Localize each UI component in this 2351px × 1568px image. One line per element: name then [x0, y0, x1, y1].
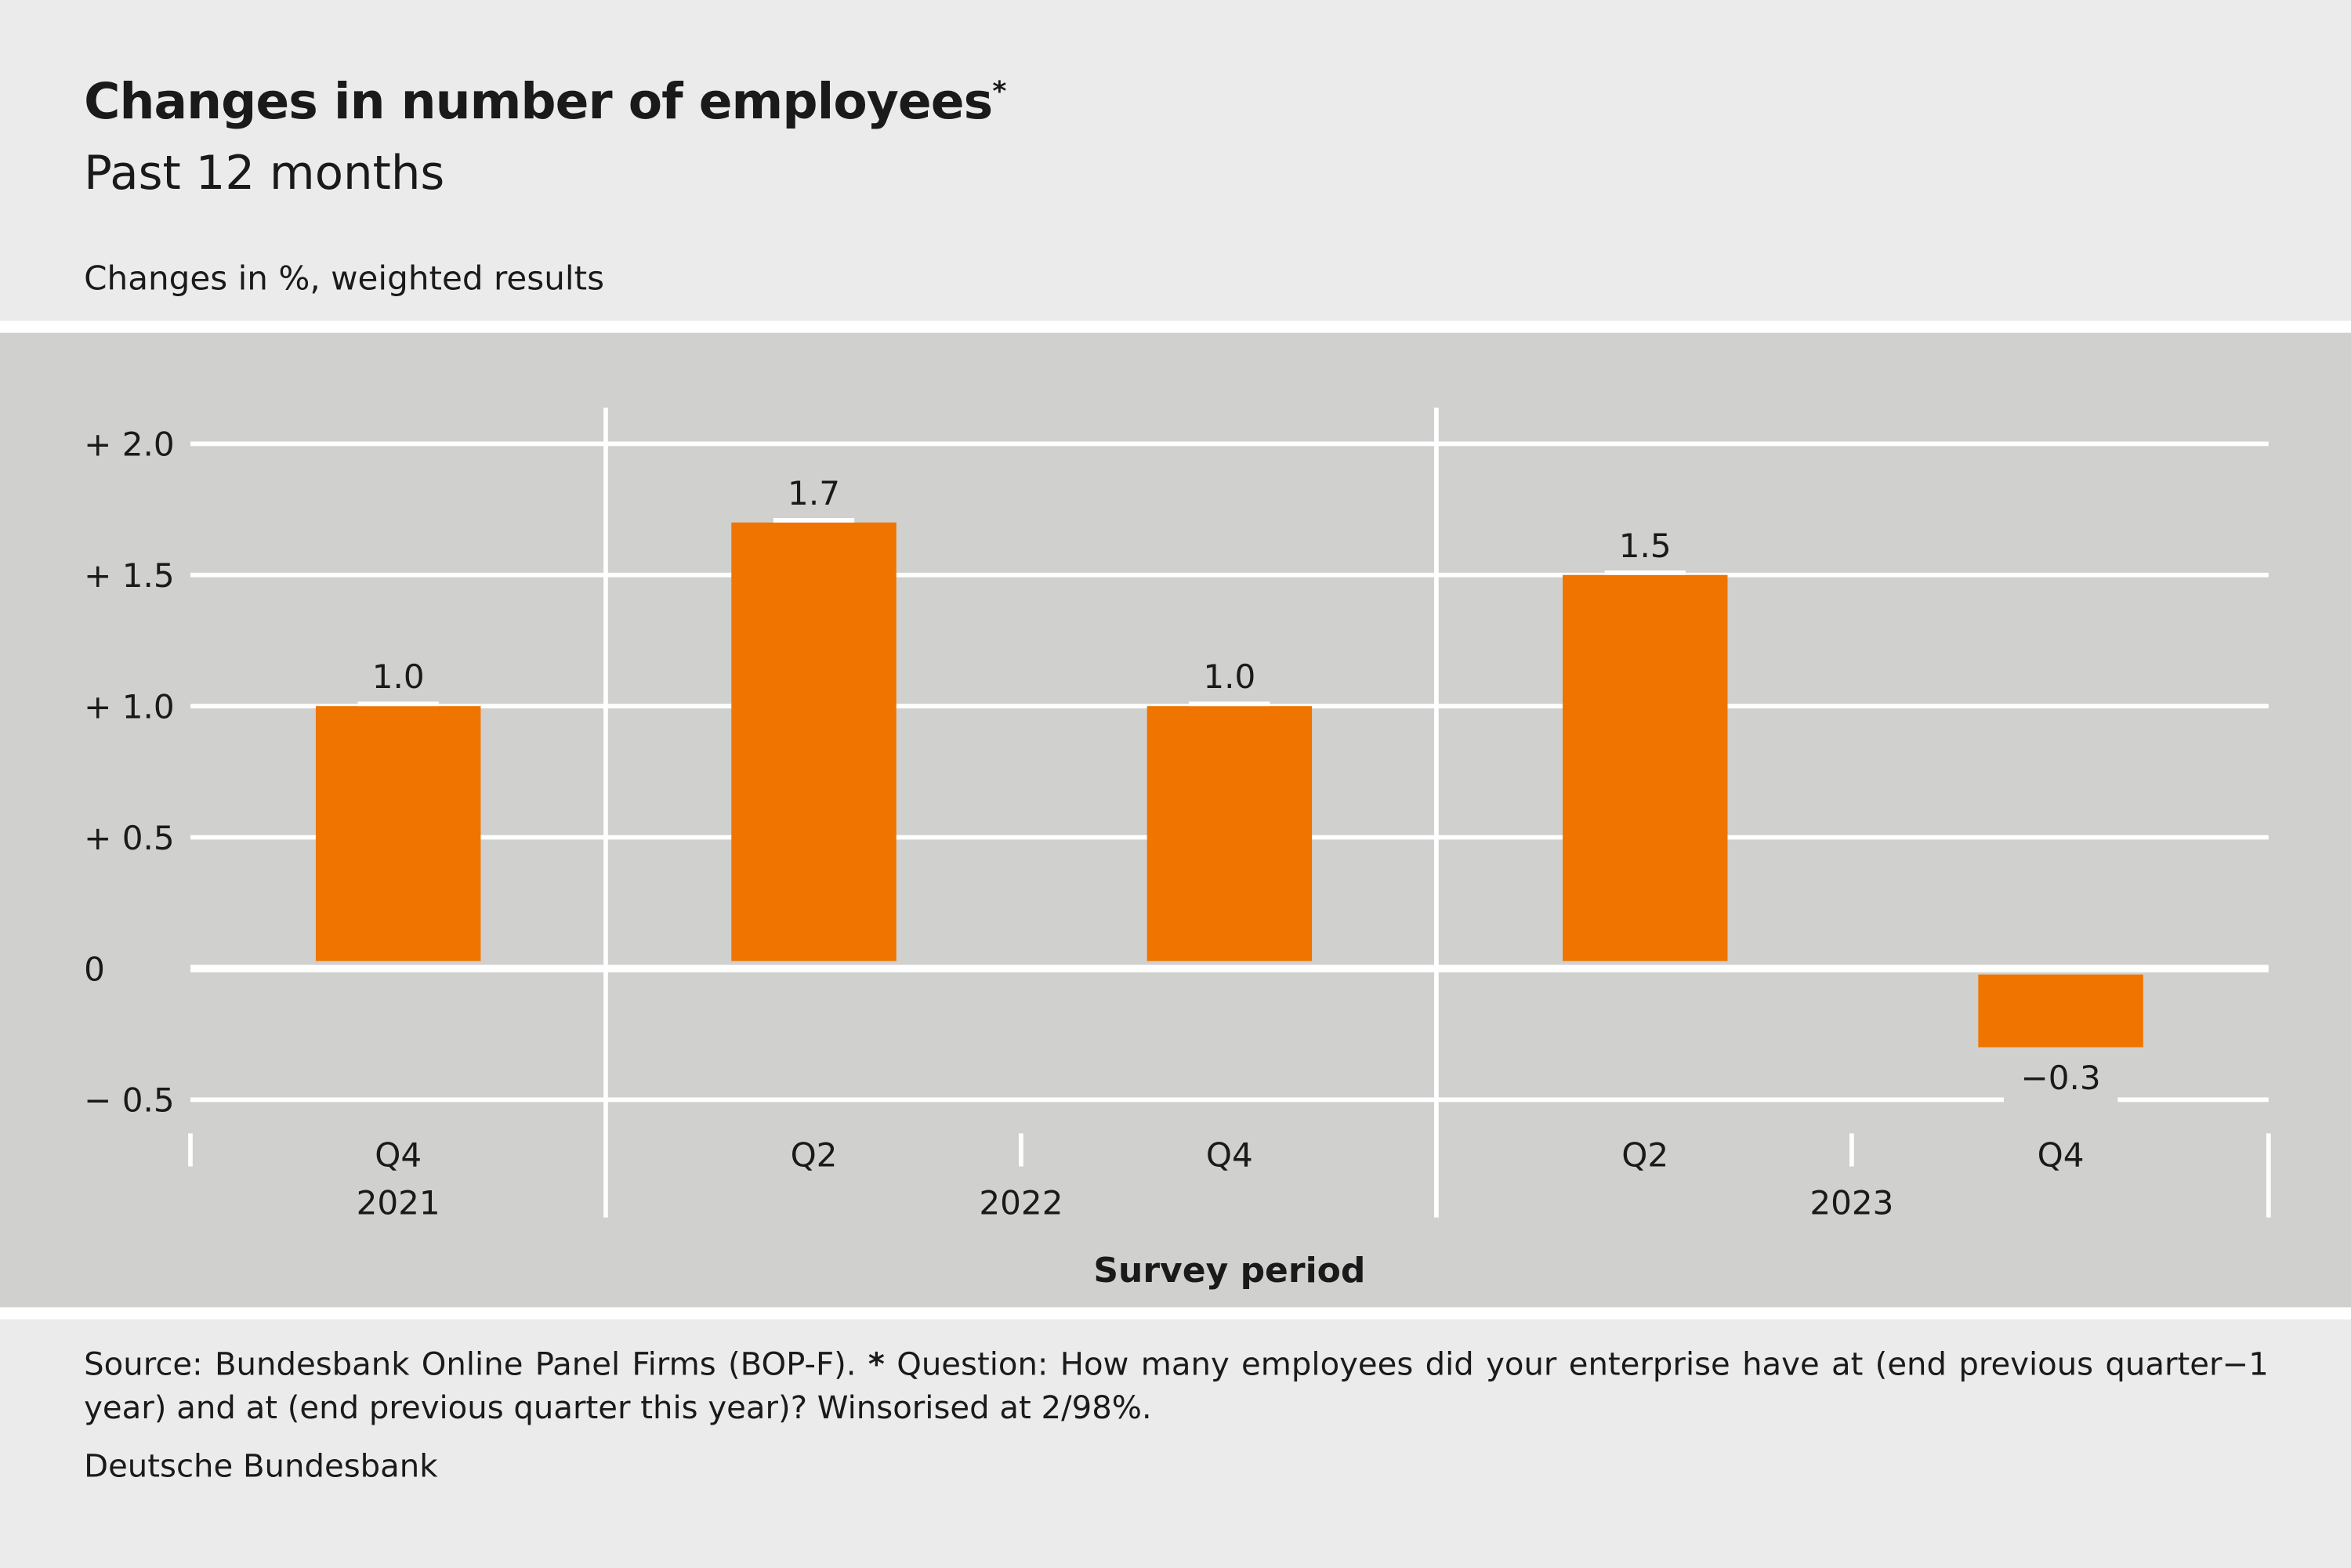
title-footnote-mark: *: [992, 76, 1006, 108]
y-tick-label: 0: [84, 950, 105, 988]
y-tick-label: − 0.5: [84, 1081, 175, 1120]
plot-area: + 2.0 + 1.5 + 1.0 + 0.5 0 − 0.5 1.0 Q4 1.7 Q2 1.0 Q…: [84, 407, 2271, 1291]
data-label: 1.0: [1203, 657, 1255, 696]
x-tick-label: Q4: [375, 1136, 422, 1175]
title-text: Changes in number of employees: [84, 71, 993, 131]
source-text: Source: Bundesbank Online Panel Firms (B…: [84, 1346, 868, 1383]
x-tick-label: Q4: [2038, 1136, 2085, 1175]
credit: Deutsche Bundesbank: [84, 1448, 438, 1485]
units-label: Changes in %, weighted results: [84, 260, 605, 299]
chart-title: Changes in number of employees*: [84, 71, 1006, 131]
data-label: −0.3: [2021, 1059, 2101, 1097]
footnote: Source: Bundesbank Online Panel Firms (B…: [84, 1343, 2269, 1430]
x-tick-label: Q4: [1206, 1136, 1253, 1175]
data-label: 1.0: [372, 657, 425, 696]
bar: [1563, 574, 1728, 961]
label-gap: [2003, 1095, 2118, 1106]
year-label: 2022: [979, 1184, 1063, 1222]
label-gap: [1189, 701, 1270, 707]
y-tick-label: + 2.0: [84, 425, 175, 464]
divider: [0, 1307, 2351, 1320]
y-tick-label: + 0.5: [84, 819, 175, 857]
x-axis-title: Survey period: [1093, 1251, 1365, 1291]
year-label: 2021: [357, 1184, 440, 1222]
year-label: 2023: [1809, 1184, 1893, 1222]
data-label: 1.7: [788, 474, 840, 512]
label-gap: [357, 701, 439, 707]
label-gap: [773, 518, 855, 523]
y-tick-label: + 1.0: [84, 687, 175, 726]
chart-subtitle: Past 12 months: [84, 147, 445, 201]
note-mark: *: [868, 1346, 885, 1383]
data-label: 1.5: [1619, 527, 1672, 565]
x-tick-label: Q2: [1621, 1136, 1668, 1175]
x-tick-label: Q2: [791, 1136, 838, 1175]
bar: [731, 522, 897, 961]
bar: [1147, 706, 1313, 961]
note-text: Question: How many employees did your en…: [84, 1346, 2269, 1426]
bar: [315, 706, 481, 961]
label-gap: [1604, 570, 1686, 575]
y-tick-label: + 1.5: [84, 556, 175, 595]
divider: [0, 320, 2351, 333]
bar: [1978, 974, 2143, 1048]
